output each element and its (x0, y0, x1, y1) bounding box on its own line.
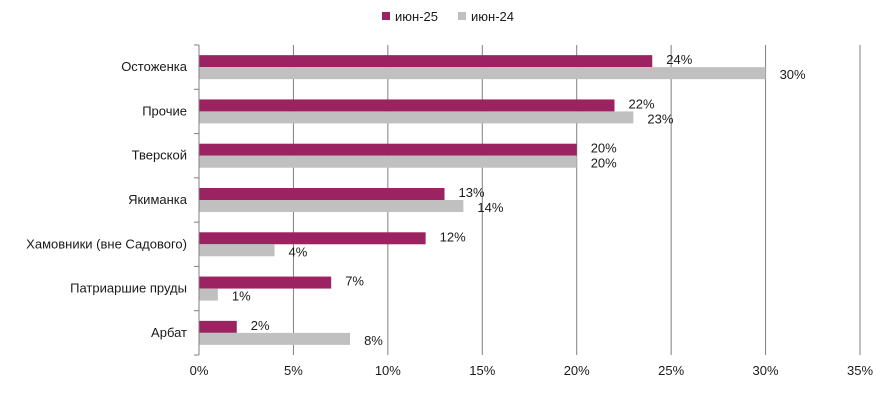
category-label: Прочие (142, 103, 187, 118)
bar-jun25 (199, 143, 577, 156)
category-label: Тверской (132, 148, 187, 163)
category-label: Арбат (151, 325, 187, 340)
data-label: 30% (780, 67, 806, 82)
bar-jun24 (199, 288, 218, 301)
x-tick-label: 10% (375, 363, 401, 378)
data-label: 13% (459, 185, 485, 200)
bar-jun25 (199, 276, 332, 289)
bar-jun25 (199, 188, 445, 200)
data-label: 20% (591, 141, 617, 156)
data-label: 1% (232, 289, 251, 304)
x-tick-label: 5% (284, 363, 303, 378)
data-label: 24% (666, 52, 692, 67)
x-tick-label: 20% (564, 363, 590, 378)
bar-jun24 (199, 67, 766, 80)
x-tick-label: 25% (658, 363, 684, 378)
legend-swatch (382, 12, 390, 20)
category-label: Хамовники (вне Садового) (26, 236, 187, 251)
category-label: Якиманка (128, 192, 188, 207)
x-tick-label: 0% (190, 363, 209, 378)
grid-lines (292, 45, 861, 355)
x-tick-label: 35% (847, 363, 873, 378)
category-label: Остоженка (121, 59, 188, 74)
bar-jun25 (199, 320, 237, 333)
data-label: 4% (289, 244, 308, 259)
data-label: 22% (628, 96, 654, 111)
data-label: 14% (477, 200, 503, 215)
data-label: 20% (591, 156, 617, 171)
data-label: 23% (647, 111, 673, 126)
legend-label: июн-24 (471, 9, 514, 24)
data-label: 12% (440, 229, 466, 244)
x-tick-label: 30% (753, 363, 779, 378)
data-label: 2% (251, 318, 270, 333)
bar-jun24 (199, 111, 634, 124)
bars: 24% 30% 22%23% 20%20% 13%14% 12% 4% 7% 1%2% 8% (199, 52, 806, 348)
category-label: Патриаршие пруды (70, 281, 187, 296)
bar-jun25 (199, 99, 615, 112)
legend-swatch (458, 12, 466, 20)
bar-jun24 (199, 200, 464, 212)
bar-jun24 (199, 244, 275, 257)
data-label: 8% (364, 333, 383, 348)
bar-jun25 (199, 55, 653, 68)
axes: 0% 5% 10% 15% 20% 25% 30% 35% Остоженка Прочие Тве… (26, 44, 873, 378)
bar-jun24 (199, 155, 577, 168)
bar-jun25 (199, 232, 426, 245)
legend: июн-25 июн-24 (382, 9, 514, 24)
legend-label: июн-25 (395, 9, 438, 24)
bar-jun24 (199, 332, 351, 345)
data-label: 7% (345, 274, 364, 289)
x-tick-label: 15% (469, 363, 495, 378)
